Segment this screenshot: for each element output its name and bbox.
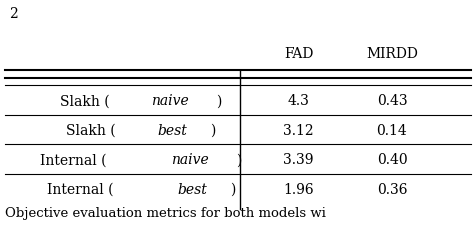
Text: ): ) bbox=[236, 153, 241, 167]
Text: ): ) bbox=[229, 183, 235, 197]
Text: 2: 2 bbox=[10, 7, 18, 21]
Text: best: best bbox=[178, 183, 207, 197]
Text: 3.12: 3.12 bbox=[283, 124, 314, 138]
Text: FAD: FAD bbox=[284, 47, 313, 61]
Text: 1.96: 1.96 bbox=[283, 183, 314, 197]
Text: naive: naive bbox=[151, 94, 189, 108]
Text: best: best bbox=[158, 124, 188, 138]
Text: Objective evaluation metrics for both models wi: Objective evaluation metrics for both mo… bbox=[5, 207, 326, 220]
Text: Slakh (: Slakh ( bbox=[66, 124, 116, 138]
Text: Internal (: Internal ( bbox=[47, 183, 113, 197]
Text: Slakh (: Slakh ( bbox=[60, 94, 109, 108]
Text: 3.39: 3.39 bbox=[283, 153, 314, 167]
Text: ): ) bbox=[210, 124, 215, 138]
Text: MIRDD: MIRDD bbox=[366, 47, 418, 61]
Text: 0.14: 0.14 bbox=[377, 124, 407, 138]
Text: naive: naive bbox=[171, 153, 208, 167]
Text: 0.36: 0.36 bbox=[377, 183, 407, 197]
Text: 0.40: 0.40 bbox=[377, 153, 407, 167]
Text: Internal (: Internal ( bbox=[40, 153, 107, 167]
Text: ): ) bbox=[217, 94, 222, 108]
Text: 0.43: 0.43 bbox=[377, 94, 407, 108]
Text: 4.3: 4.3 bbox=[288, 94, 309, 108]
